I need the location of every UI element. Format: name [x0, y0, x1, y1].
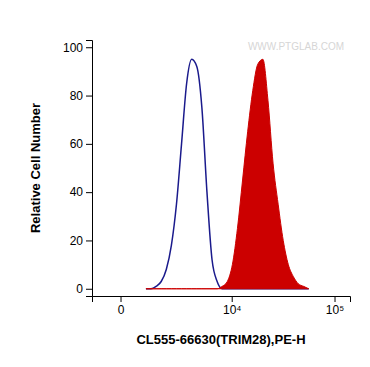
x-axis-line [93, 297, 351, 303]
x-axis-title: CL555-66630(TRIM28),PE-H [136, 332, 305, 347]
plot-area [146, 59, 309, 288]
y-axis-tick: 100 [63, 41, 92, 55]
y-axis-tick-mark [86, 144, 92, 145]
x-axis-tick-mark [232, 296, 233, 302]
y-axis-tick-label: 60 [70, 137, 84, 151]
y-axis-tick-mark [86, 47, 92, 48]
x-axis-tick: 10⁵ [326, 296, 344, 317]
y-axis-tick-mark [86, 96, 92, 97]
y-axis-title: Relative Cell Number [28, 103, 43, 233]
y-axis: 0 20 40 60 80 100 [63, 41, 93, 297]
histogram-line [146, 59, 309, 288]
x-axis: 0 10⁴ 10⁵ [93, 296, 351, 317]
x-axis-tick-mark [335, 296, 336, 302]
x-axis-tick-label: 0 [118, 303, 125, 317]
y-axis-tick-label: 0 [76, 282, 83, 296]
y-axis-tick-label: 100 [63, 41, 83, 55]
x-axis-tick: 0 [118, 296, 125, 317]
y-axis-tick-label: 40 [70, 185, 84, 199]
histogram-area [146, 59, 309, 288]
y-axis-tick-mark [86, 192, 92, 193]
y-axis-tick-label: 20 [70, 234, 84, 248]
y-axis-tick-label: 80 [70, 89, 84, 103]
x-axis-tick-label: 10⁵ [326, 303, 344, 317]
x-axis-tick: 10⁴ [223, 296, 242, 317]
y-axis-tick: 20 [70, 234, 92, 248]
y-axis-line [86, 41, 93, 297]
y-axis-tick-mark [86, 289, 92, 290]
chart: WWW.PTGLAB.COM 0 10⁴ 10⁵ 0 20 40 60 80 100 CL555-6… [0, 0, 370, 367]
y-axis-tick-mark [86, 240, 92, 241]
x-axis-tick-mark [121, 296, 122, 302]
y-axis-tick: 0 [76, 282, 92, 296]
watermark: WWW.PTGLAB.COM [248, 41, 344, 52]
y-axis-tick: 40 [70, 185, 92, 199]
y-axis-tick: 60 [70, 137, 92, 151]
y-axis-tick: 80 [70, 89, 92, 103]
x-axis-tick-label: 10⁴ [223, 303, 242, 317]
